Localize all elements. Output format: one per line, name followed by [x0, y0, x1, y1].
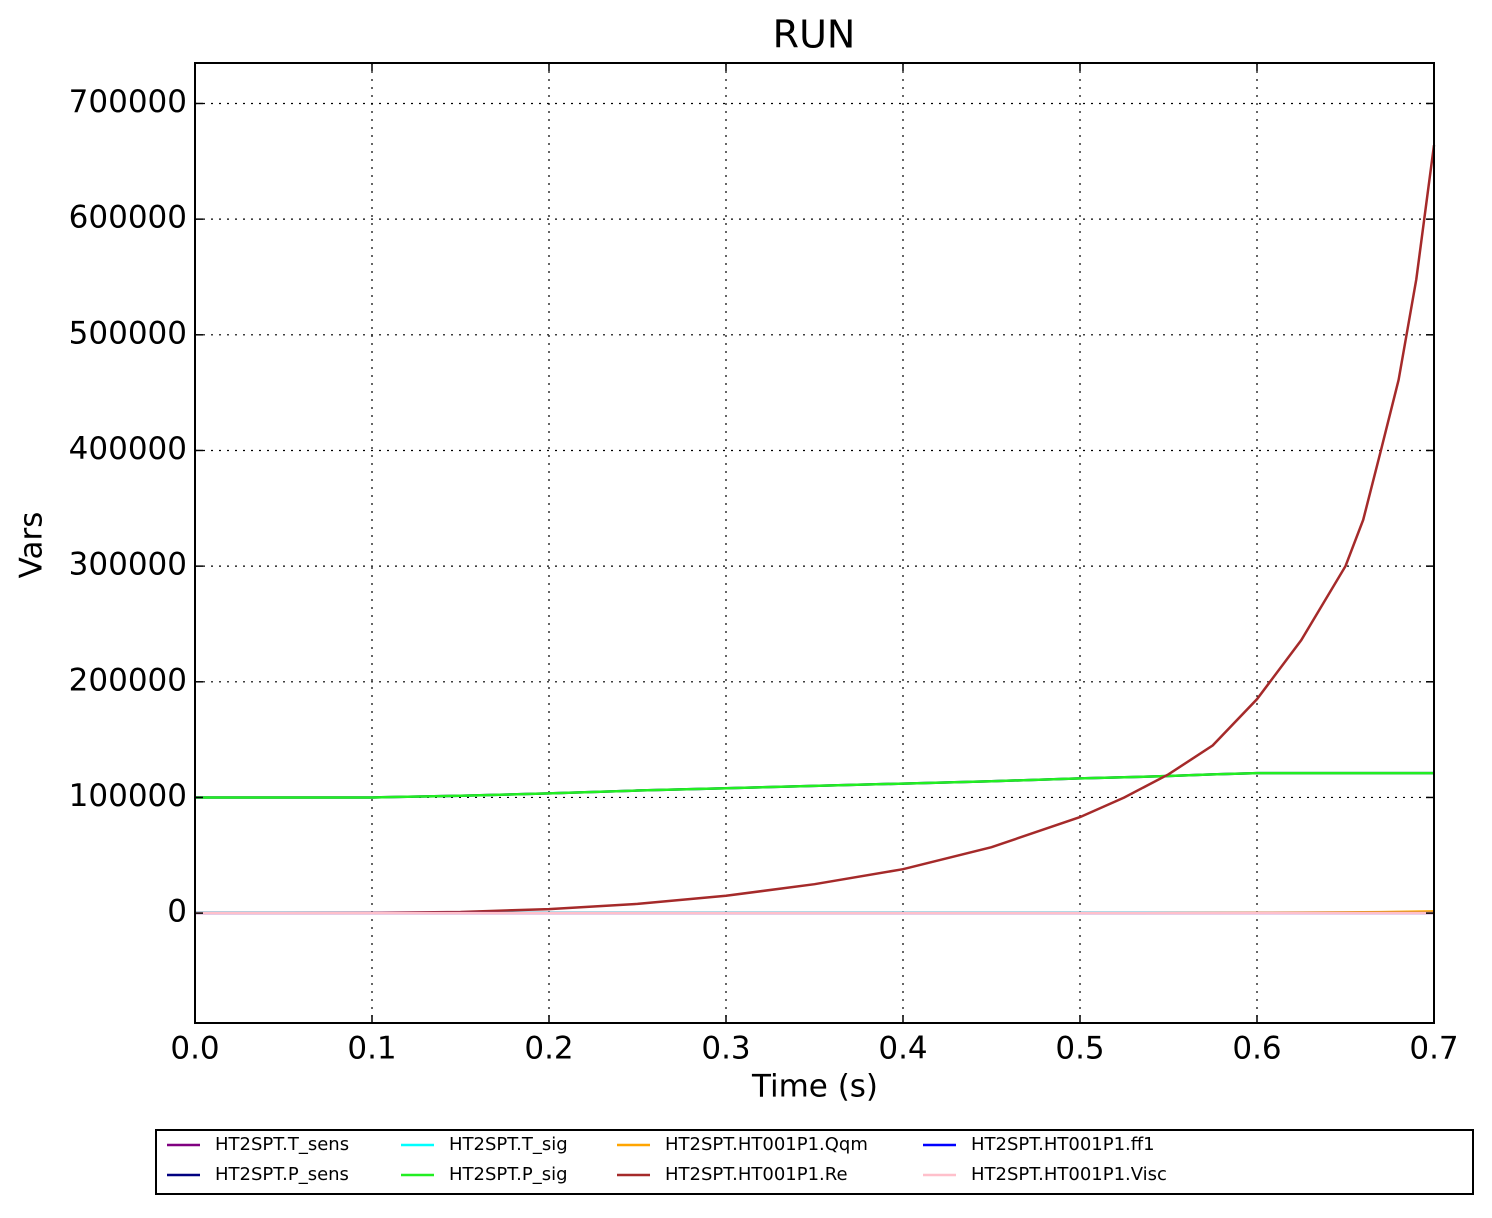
x-tick-label: 0.3 [701, 1031, 750, 1067]
x-tick-label: 0.7 [1409, 1031, 1458, 1067]
series-line [195, 144, 1436, 915]
y-tick-label: 100000 [69, 778, 187, 814]
y-tick-label: 600000 [69, 200, 187, 236]
plot-frame [194, 62, 1435, 1024]
y-tick-label: 700000 [69, 84, 187, 120]
y-tick-label: 0 [167, 894, 187, 930]
x-axis-label: Time (s) [751, 1069, 878, 1105]
series-line [195, 771, 1434, 799]
legend-label: HT2SPT.P_sig [449, 1164, 568, 1185]
x-tick-label: 0.5 [1055, 1031, 1104, 1067]
x-tick-label: 0.1 [347, 1031, 396, 1067]
legend-label: HT2SPT.HT001P1.Re [665, 1164, 848, 1185]
x-tick-label: 0.2 [524, 1031, 573, 1067]
chart-title: RUN [773, 13, 856, 57]
y-tick-label: 500000 [69, 315, 187, 351]
legend-label: HT2SPT.P_sens [215, 1164, 349, 1185]
x-tick-label: 0.0 [170, 1031, 219, 1067]
legend-box [155, 1129, 1474, 1195]
y-tick-label: 300000 [69, 547, 187, 583]
y-tick-label: 200000 [69, 662, 187, 698]
legend-label: HT2SPT.HT001P1.Qqm [665, 1134, 868, 1155]
legend-label: HT2SPT.T_sig [449, 1134, 568, 1155]
legend-label: HT2SPT.HT001P1.Visc [971, 1164, 1167, 1185]
legend-label: HT2SPT.HT001P1.ff1 [971, 1134, 1155, 1155]
x-tick-label: 0.4 [878, 1031, 927, 1067]
legend-label: HT2SPT.T_sens [215, 1134, 349, 1155]
x-tick-label: 0.6 [1232, 1031, 1281, 1067]
y-axis-label: Vars [14, 512, 50, 579]
y-tick-label: 400000 [69, 431, 187, 467]
